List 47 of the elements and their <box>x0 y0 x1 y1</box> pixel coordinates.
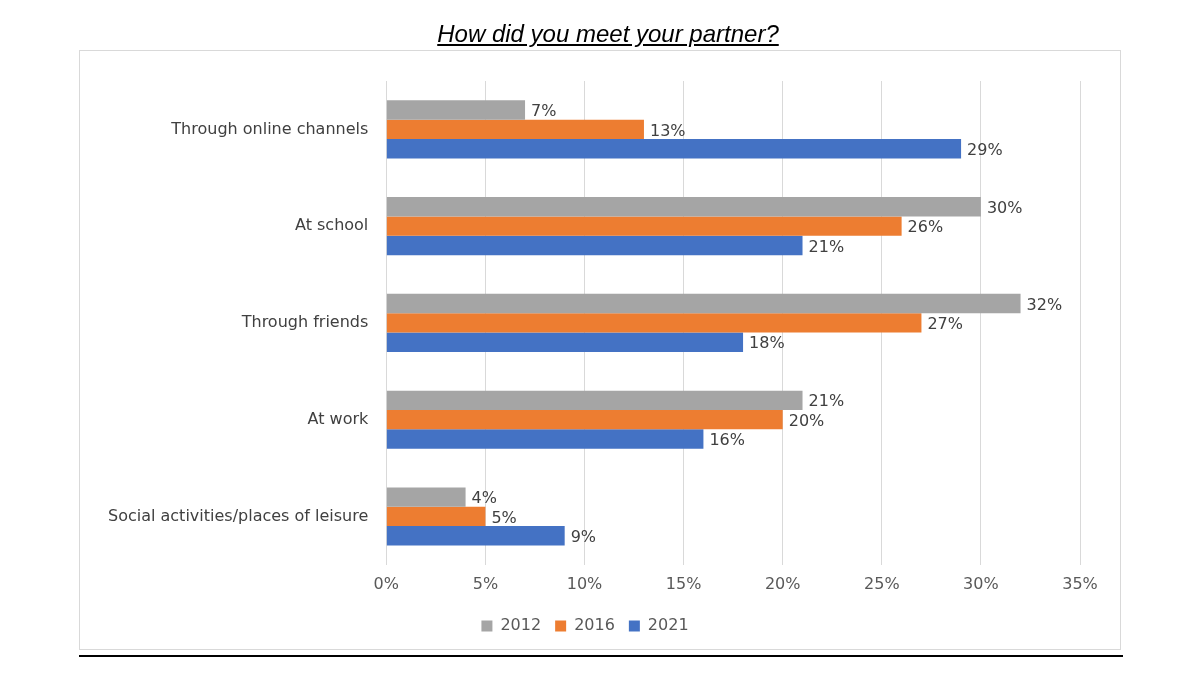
bar <box>386 429 704 449</box>
data-label: 30% <box>986 197 1023 217</box>
bar <box>386 216 902 236</box>
bar <box>386 409 783 430</box>
data-label: 27% <box>927 314 963 334</box>
data-label: 18% <box>749 333 785 353</box>
data-label: 32% <box>1026 294 1063 314</box>
data-label: 20% <box>788 410 825 430</box>
bar <box>386 526 565 546</box>
data-label: 21% <box>808 391 845 411</box>
legend-label: 2021 <box>647 615 689 635</box>
y-tick-label: Through friends <box>240 312 369 332</box>
bar <box>386 390 803 410</box>
y-tick-label: Social activities/places of leisure <box>107 505 369 525</box>
bar <box>386 293 1021 314</box>
x-tick-label: 35% <box>1062 573 1098 593</box>
bar <box>386 506 486 527</box>
bar <box>386 119 644 140</box>
x-tick-label: 10% <box>566 573 603 593</box>
legend-label: 2016 <box>574 615 615 635</box>
y-tick-label: At school <box>294 215 369 235</box>
x-tick-label: 15% <box>665 573 702 593</box>
bar <box>386 313 922 333</box>
data-label: 7% <box>531 101 557 121</box>
bar <box>386 100 526 120</box>
x-tick-label: 0% <box>373 573 399 593</box>
data-label: 9% <box>570 526 597 546</box>
y-tick-label: At work <box>307 408 370 428</box>
bar <box>386 235 803 256</box>
data-label: 5% <box>491 507 517 527</box>
bar <box>386 197 981 217</box>
bar <box>386 139 962 159</box>
y-tick-label: Through online channels <box>170 118 369 138</box>
x-tick-label: 25% <box>864 573 900 593</box>
data-label: 13% <box>649 120 686 140</box>
bar <box>386 487 466 507</box>
data-label: 29% <box>967 139 1003 159</box>
data-label: 16% <box>709 430 745 450</box>
x-tick-label: 20% <box>764 573 801 593</box>
bar <box>386 332 744 352</box>
x-tick-label: 5% <box>472 573 499 593</box>
x-tick-label: 30% <box>963 573 999 593</box>
data-label: 21% <box>808 236 845 256</box>
chart-title: How did you meet your partner? <box>436 20 780 48</box>
data-label: 26% <box>907 217 944 237</box>
legend-label: 2012 <box>500 615 542 635</box>
data-label: 4% <box>471 488 497 508</box>
